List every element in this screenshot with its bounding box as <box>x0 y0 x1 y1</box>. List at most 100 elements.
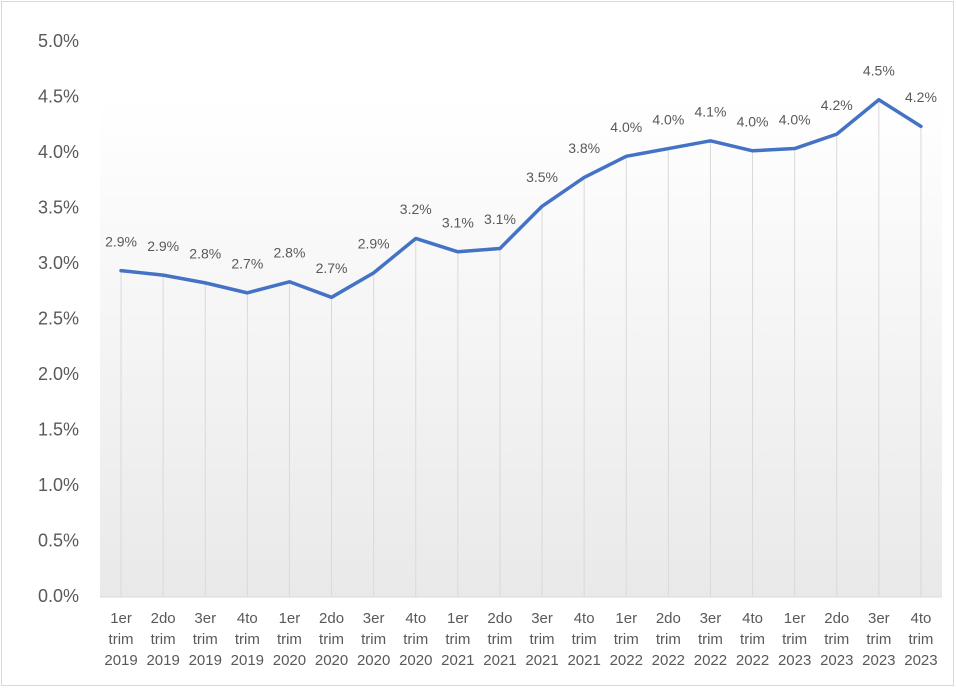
value-label: 4.0% <box>610 119 642 135</box>
x-tick-label-line: 3er <box>194 610 216 627</box>
x-tick-label-line: 2021 <box>525 652 558 669</box>
y-tick-label: 4.5% <box>38 86 79 106</box>
value-label: 3.1% <box>484 211 516 227</box>
x-tick-label-line: trim <box>193 631 218 648</box>
value-label: 2.7% <box>231 256 263 272</box>
y-tick-label: 3.0% <box>38 253 79 273</box>
value-label: 2.9% <box>105 233 137 249</box>
x-tick-label-line: trim <box>361 631 386 648</box>
y-tick-label: 5.0% <box>38 31 79 51</box>
x-tick-label-line: trim <box>782 631 807 648</box>
value-label: 3.5% <box>526 169 558 185</box>
x-tick-label-line: 2019 <box>146 652 179 669</box>
x-tick-label-line: trim <box>824 631 849 648</box>
x-tick-label: 3er trim 2020 <box>357 610 390 669</box>
value-label: 3.2% <box>400 201 432 217</box>
value-label: 4.0% <box>652 111 684 127</box>
x-tick-label: 4to trim 2023 <box>904 610 937 669</box>
x-tick-label-line: trim <box>698 631 723 648</box>
x-tick-label: 2do trim 2019 <box>146 610 179 669</box>
x-tick-label-line: 2021 <box>483 652 516 669</box>
x-tick-label-line: trim <box>277 631 302 648</box>
data-line <box>119 97 923 300</box>
value-label: 3.1% <box>442 214 474 230</box>
value-label: 4.1% <box>694 103 726 119</box>
x-tick-label-line: 1er <box>447 610 469 627</box>
value-label: 4.0% <box>779 111 811 127</box>
x-tick-label-line: 3er <box>531 610 553 627</box>
value-label: 2.8% <box>273 244 305 260</box>
x-tick-label-line: 4to <box>574 610 595 627</box>
x-tick-label: 1er trim 2019 <box>104 610 137 669</box>
x-tick-label-line: 2do <box>151 610 176 627</box>
value-label: 2.7% <box>316 260 348 276</box>
y-tick-label: 1.5% <box>38 419 79 439</box>
x-tick-label-line: 2020 <box>273 652 306 669</box>
x-tick-label: 1er trim 2022 <box>610 610 643 669</box>
x-tick-label-line: trim <box>866 631 891 648</box>
x-tick-label: 3er trim 2023 <box>862 610 895 669</box>
x-tick-label: 1er trim 2023 <box>778 610 811 669</box>
x-tick-label-line: 2022 <box>736 652 769 669</box>
x-tick-label-line: 3er <box>700 610 722 627</box>
x-tick-label: 3er trim 2021 <box>525 610 558 669</box>
x-tick-label: 4to trim 2019 <box>231 610 264 669</box>
x-tick-label-line: 2020 <box>357 652 390 669</box>
x-tick-label: 2do trim 2021 <box>483 610 516 669</box>
x-tick-label-line: 2020 <box>399 652 432 669</box>
x-tick-label: 2do trim 2022 <box>652 610 685 669</box>
x-tick-label-line: 2023 <box>820 652 853 669</box>
x-tick-label-line: trim <box>614 631 639 648</box>
x-tick-label-line: 2023 <box>778 652 811 669</box>
x-tick-label-line: trim <box>487 631 512 648</box>
value-label: 4.0% <box>737 113 769 129</box>
y-tick-label: 2.0% <box>38 364 79 384</box>
x-tick-label-line: 2019 <box>104 652 137 669</box>
x-tick-label-line: 3er <box>363 610 385 627</box>
x-tick-label-line: 1er <box>615 610 637 627</box>
x-tick-label-line: 4to <box>237 610 258 627</box>
x-tick-label-line: 2do <box>656 610 681 627</box>
value-label: 3.8% <box>568 140 600 156</box>
x-tick-label-line: trim <box>530 631 555 648</box>
x-tick-label-line: 2019 <box>189 652 222 669</box>
x-tick-label-line: 2022 <box>610 652 643 669</box>
x-tick-label-line: 1er <box>110 610 132 627</box>
x-tick-label: 4to trim 2021 <box>567 610 600 669</box>
value-label: 2.9% <box>358 236 390 252</box>
plot-background <box>100 97 942 597</box>
x-tick-label-line: 4to <box>911 610 932 627</box>
x-tick-label-line: trim <box>235 631 260 648</box>
x-tick-label: 3er trim 2019 <box>189 610 222 669</box>
x-tick-label-line: 2021 <box>567 652 600 669</box>
x-tick-label-line: 2do <box>824 610 849 627</box>
x-tick-label-line: 2023 <box>862 652 895 669</box>
x-tick-label-line: 2022 <box>652 652 685 669</box>
value-label: 4.2% <box>821 97 853 113</box>
x-tick-label-line: trim <box>109 631 134 648</box>
x-tick-label-line: 2020 <box>315 652 348 669</box>
x-tick-label: 1er trim 2021 <box>441 610 474 669</box>
x-tick-label: 4to trim 2020 <box>399 610 432 669</box>
x-tick-label: 4to trim 2022 <box>736 610 769 669</box>
y-tick-label: 0.5% <box>38 530 79 550</box>
x-tick-label-line: 4to <box>405 610 426 627</box>
x-tick-label-line: 2019 <box>231 652 264 669</box>
value-label: 4.2% <box>905 89 937 105</box>
x-tick-label-line: trim <box>908 631 933 648</box>
x-tick-label-line: 2do <box>319 610 344 627</box>
y-tick-label: 3.5% <box>38 197 79 217</box>
x-tick-label-line: trim <box>319 631 344 648</box>
x-tick-label: 2do trim 2020 <box>315 610 348 669</box>
y-tick-label: 0.0% <box>38 586 79 606</box>
x-tick-label-line: trim <box>151 631 176 648</box>
x-tick-label: 3er trim 2022 <box>694 610 727 669</box>
x-tick-label-line: trim <box>656 631 681 648</box>
x-tick-label-line: 1er <box>784 610 806 627</box>
x-tick-label-line: trim <box>572 631 597 648</box>
value-label: 4.5% <box>863 62 895 78</box>
x-tick-label-line: 1er <box>279 610 301 627</box>
y-tick-label: 4.0% <box>38 142 79 162</box>
value-label: 2.9% <box>147 238 179 254</box>
